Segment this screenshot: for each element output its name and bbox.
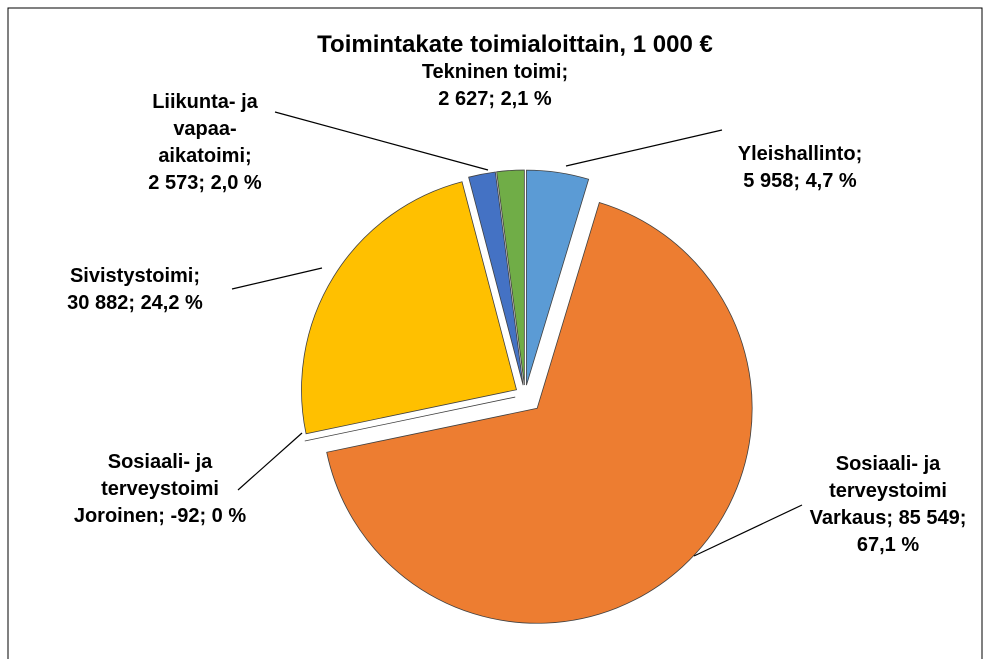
pie-slice [468, 171, 524, 386]
data-label-part: ; [198, 172, 205, 194]
leader-line [274, 111, 489, 171]
data-label-part: Sosiaali- [108, 451, 190, 473]
data-label: 2 627; 2,1 % [438, 88, 552, 110]
data-label-part: vapaa- [173, 118, 236, 140]
data-label-part: ; [960, 507, 967, 529]
data-label-part: ; [793, 170, 800, 192]
data-label: 30 882; 24,2 % [67, 292, 203, 314]
data-label-part: Sosiaali- [836, 453, 918, 475]
data-label-part: ; [128, 292, 135, 314]
data-label-part: 2 627 [438, 88, 488, 110]
data-label: 5 958; 4,7 % [743, 170, 857, 192]
data-label-part: ; [856, 143, 863, 165]
data-label-part: Joroinen [74, 505, 158, 527]
data-label: 67,1 % [857, 534, 919, 556]
data-label-part: 30 882 [67, 292, 128, 314]
data-label: Varkaus; 85 549; [810, 507, 967, 529]
data-label-part: Liikunta- [152, 91, 235, 113]
data-label: vapaa- [173, 118, 236, 140]
data-label: Tekninen toimi; [422, 61, 568, 83]
pie-slice [496, 169, 525, 386]
data-label-part: Varkaus [810, 507, 887, 529]
data-label-part: 2,0 % [211, 172, 262, 194]
data-label-part: 5 958 [743, 170, 793, 192]
data-label-part: Sivistystoimi [70, 265, 193, 287]
data-label: 2 573; 2,0 % [148, 172, 262, 194]
data-label-part: 2,1 % [501, 88, 552, 110]
data-label-part: Yleishallinto [738, 143, 856, 165]
chart-title: Toimintakate toimialoittain, 1 000 € [317, 31, 713, 58]
data-label: terveystoimi [829, 480, 947, 502]
data-label-part: terveystoimi [101, 478, 219, 500]
data-label-part: 4,7 % [806, 170, 857, 192]
data-label: Sivistystoimi; [70, 265, 200, 287]
data-label-part: ; [245, 145, 252, 167]
leader-line [231, 267, 323, 290]
leader-line [693, 504, 803, 557]
pie-slice [326, 201, 753, 624]
data-label-part: Tekninen [422, 61, 508, 83]
data-label-part: ja [195, 451, 214, 473]
data-label-part: ; [199, 505, 206, 527]
data-label: Liikunta- ja [152, 91, 258, 113]
data-label: Yleishallinto; [738, 143, 862, 165]
data-label-part: ja [923, 453, 942, 475]
data-label-part: -92 [171, 505, 200, 527]
data-label: Sosiaali- ja [108, 451, 213, 473]
data-label-part: terveystoimi [829, 480, 947, 502]
data-label-part: 85 549 [899, 507, 960, 529]
data-label-part: 0 % [212, 505, 247, 527]
data-label-part: ; [193, 265, 200, 287]
pie-slice [301, 181, 517, 435]
data-label-part: ; [158, 505, 165, 527]
data-label-part: 24,2 % [141, 292, 203, 314]
data-label-part: aikatoimi [158, 145, 245, 167]
leader-line [237, 432, 303, 491]
pie-slice [526, 169, 590, 386]
data-label-part: 2 573 [148, 172, 198, 194]
data-label: Sosiaali- ja [836, 453, 941, 475]
data-label: aikatoimi; [158, 145, 251, 167]
data-label-part: ; [886, 507, 893, 529]
data-label-part: ; [561, 61, 568, 83]
data-label-part: 67,1 % [857, 534, 919, 556]
leader-line [565, 129, 723, 167]
data-label-part: toimi [514, 61, 562, 83]
data-label: Joroinen; -92; 0 % [74, 505, 247, 527]
data-label: terveystoimi [101, 478, 219, 500]
data-label-part: ja [240, 91, 259, 113]
data-label-part: ; [488, 88, 495, 110]
